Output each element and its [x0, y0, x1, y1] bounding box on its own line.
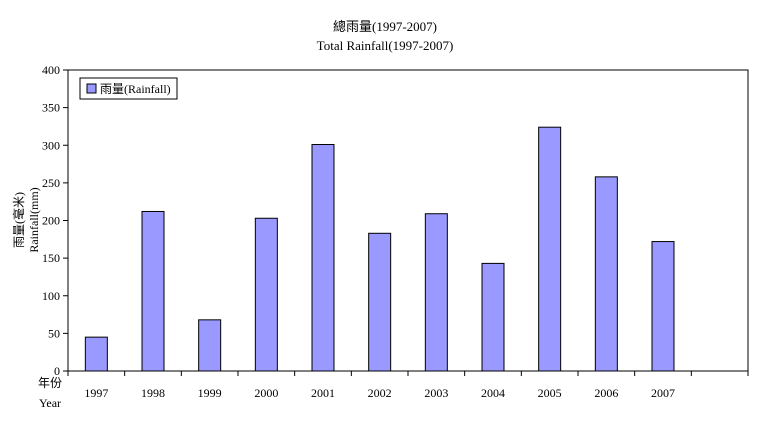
y-tick-label: 350: [42, 101, 60, 115]
x-tick-label: 2005: [538, 386, 562, 400]
x-tick-label: 2002: [368, 386, 392, 400]
x-tick-label: 1999: [198, 386, 222, 400]
bar-2000: [254, 217, 278, 372]
legend: 雨量(Rainfall): [79, 77, 178, 100]
x-axis-ticks: 1997 1998 1999 2000 2001 2002 2003 2004 2005 2006…: [67, 371, 749, 400]
x-tick-label: 2001: [311, 386, 335, 400]
chart-title: 總雨量(1997-2007): [333, 19, 437, 34]
bar-1999: [198, 319, 222, 372]
x-tick-label: 2004: [481, 386, 505, 400]
x-tick-label: 1998: [141, 386, 165, 400]
x-tick-label: 2006: [594, 386, 618, 400]
y-tick-label: 50: [48, 326, 60, 340]
y-tick-label: 100: [42, 289, 60, 303]
x-tick-label: 2000: [254, 386, 278, 400]
y-tick-label: 0: [54, 364, 60, 378]
x-tick-label: 2007: [651, 386, 675, 400]
legend-box: [79, 77, 178, 100]
bar-2007: [651, 241, 675, 372]
y-axis-label-en: Rainfall(mm): [27, 187, 41, 252]
bar-2005: [538, 126, 562, 372]
bar-1997: [84, 336, 108, 372]
bar-2006: [594, 176, 618, 372]
bar-1998: [141, 210, 165, 372]
x-tick-label: 2003: [424, 386, 448, 400]
chart-subtitle: Total Rainfall(1997-2007): [317, 38, 454, 53]
legend-swatch: [86, 83, 97, 94]
bar-2004: [481, 262, 505, 372]
x-tick-label: 1997: [84, 386, 108, 400]
y-tick-label: 250: [42, 176, 60, 190]
x-axis-label-en: Year: [39, 396, 61, 410]
x-axis-label-zh: 年份: [38, 376, 62, 390]
bar-2003: [424, 213, 448, 372]
y-tick-label: 300: [42, 138, 60, 152]
bar-series: [84, 126, 675, 372]
bar-2002: [368, 232, 392, 372]
y-tick-label: 200: [42, 214, 60, 228]
legend-label: 雨量(Rainfall): [100, 82, 171, 96]
y-axis-ticks: 0 50 100 150 200 250 300 350 400: [42, 63, 68, 378]
plot-area: [67, 69, 749, 372]
bar-2001: [311, 143, 335, 372]
y-axis-label-zh: 雨量(毫米): [11, 192, 26, 248]
y-tick-label: 150: [42, 251, 60, 265]
y-tick-label: 400: [42, 63, 60, 77]
